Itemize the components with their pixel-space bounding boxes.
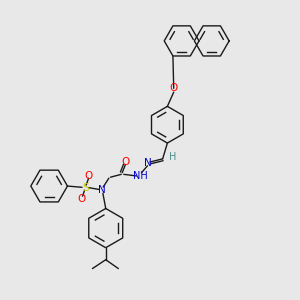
Text: N: N <box>98 185 106 195</box>
Text: O: O <box>169 83 178 93</box>
Text: O: O <box>85 171 93 181</box>
Text: S: S <box>82 183 89 193</box>
Text: H: H <box>169 152 176 162</box>
Text: O: O <box>78 194 86 204</box>
Text: O: O <box>121 157 130 167</box>
Text: NH: NH <box>133 171 148 181</box>
Text: N: N <box>144 158 151 168</box>
